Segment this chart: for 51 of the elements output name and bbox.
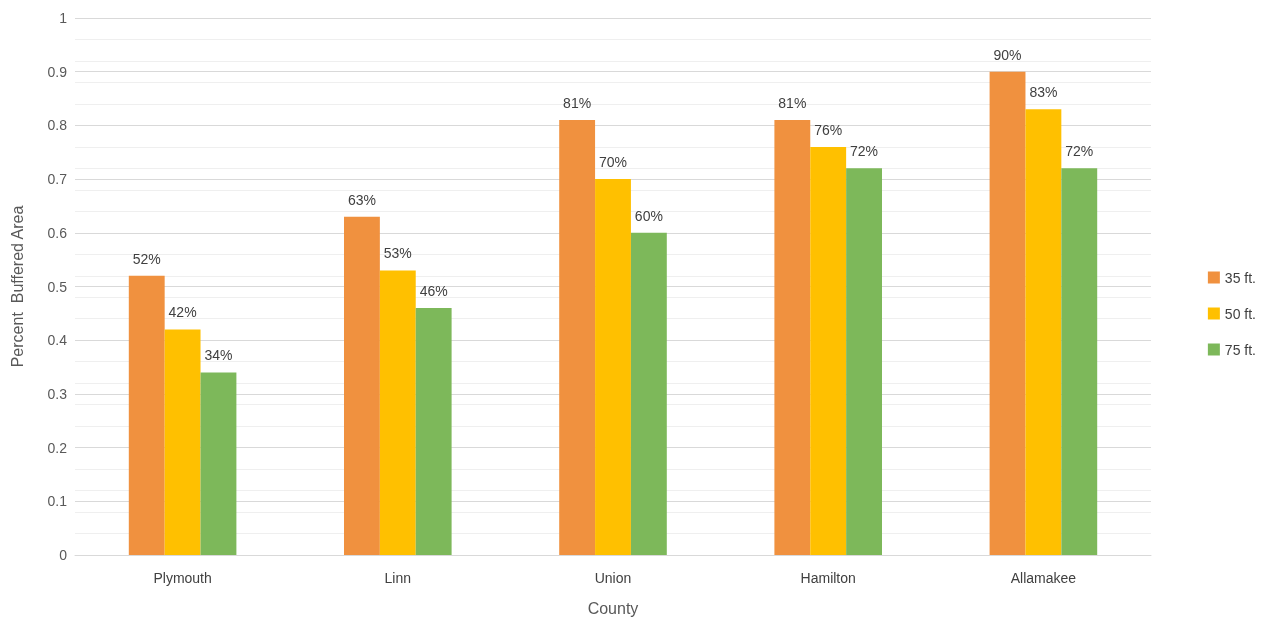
- y-tick-label: 0.4: [47, 332, 68, 349]
- bar: [846, 168, 882, 555]
- data-label: 60%: [634, 207, 663, 224]
- bar: [989, 71, 1026, 555]
- data-label: 46%: [419, 282, 448, 299]
- x-tick-label: Linn: [384, 570, 412, 586]
- y-tick-label: 0: [59, 547, 68, 563]
- bar: [595, 179, 631, 555]
- bar: [415, 307, 452, 555]
- bar: [164, 329, 201, 555]
- data-label: 70%: [598, 154, 628, 171]
- y-tick-label: 0.9: [47, 63, 68, 80]
- data-label: 72%: [850, 143, 879, 160]
- bar: [1061, 168, 1098, 555]
- data-label: 63%: [347, 191, 376, 208]
- x-tick-label: Allamakee: [1010, 570, 1077, 586]
- bar: [379, 270, 416, 555]
- data-label: 83%: [1029, 84, 1058, 101]
- bar: [128, 275, 165, 555]
- x-tick-label: Plymouth: [153, 570, 212, 586]
- x-tick-label: Hamilton: [800, 570, 856, 586]
- y-tick-label: 0.2: [47, 439, 68, 456]
- y-tick-label: 0.7: [47, 171, 68, 188]
- data-label: 90%: [993, 46, 1022, 63]
- y-tick-label: 0.3: [47, 385, 68, 402]
- data-label: 72%: [1065, 143, 1094, 160]
- bar: [1025, 109, 1062, 555]
- x-axis-title: County: [587, 599, 639, 617]
- bar: [344, 216, 380, 555]
- x-tick-label: Union: [594, 570, 632, 586]
- legend-label: 75 ft.: [1224, 341, 1257, 358]
- bar: [200, 372, 237, 555]
- data-label: 34%: [204, 347, 233, 364]
- y-tick-label: 0.6: [47, 224, 68, 241]
- y-tick-label: 0.5: [47, 278, 68, 295]
- legend-label: 50 ft.: [1224, 305, 1257, 322]
- data-label: 53%: [383, 245, 412, 262]
- y-tick-label: 0.8: [47, 117, 68, 134]
- data-label: 52%: [132, 250, 161, 267]
- y-axis-title: Percent Buffered Area: [8, 205, 26, 368]
- bar: [559, 120, 596, 555]
- data-label: 81%: [778, 95, 807, 112]
- legend-label: 35 ft.: [1224, 269, 1257, 286]
- y-tick-label: 1: [59, 10, 68, 26]
- data-label: 76%: [814, 121, 843, 138]
- bar: [810, 146, 847, 555]
- bar: [774, 120, 811, 555]
- data-label: 42%: [168, 304, 197, 321]
- y-tick-label: 0.1: [47, 493, 68, 510]
- data-label: 81%: [563, 95, 592, 112]
- bar: [630, 232, 667, 555]
